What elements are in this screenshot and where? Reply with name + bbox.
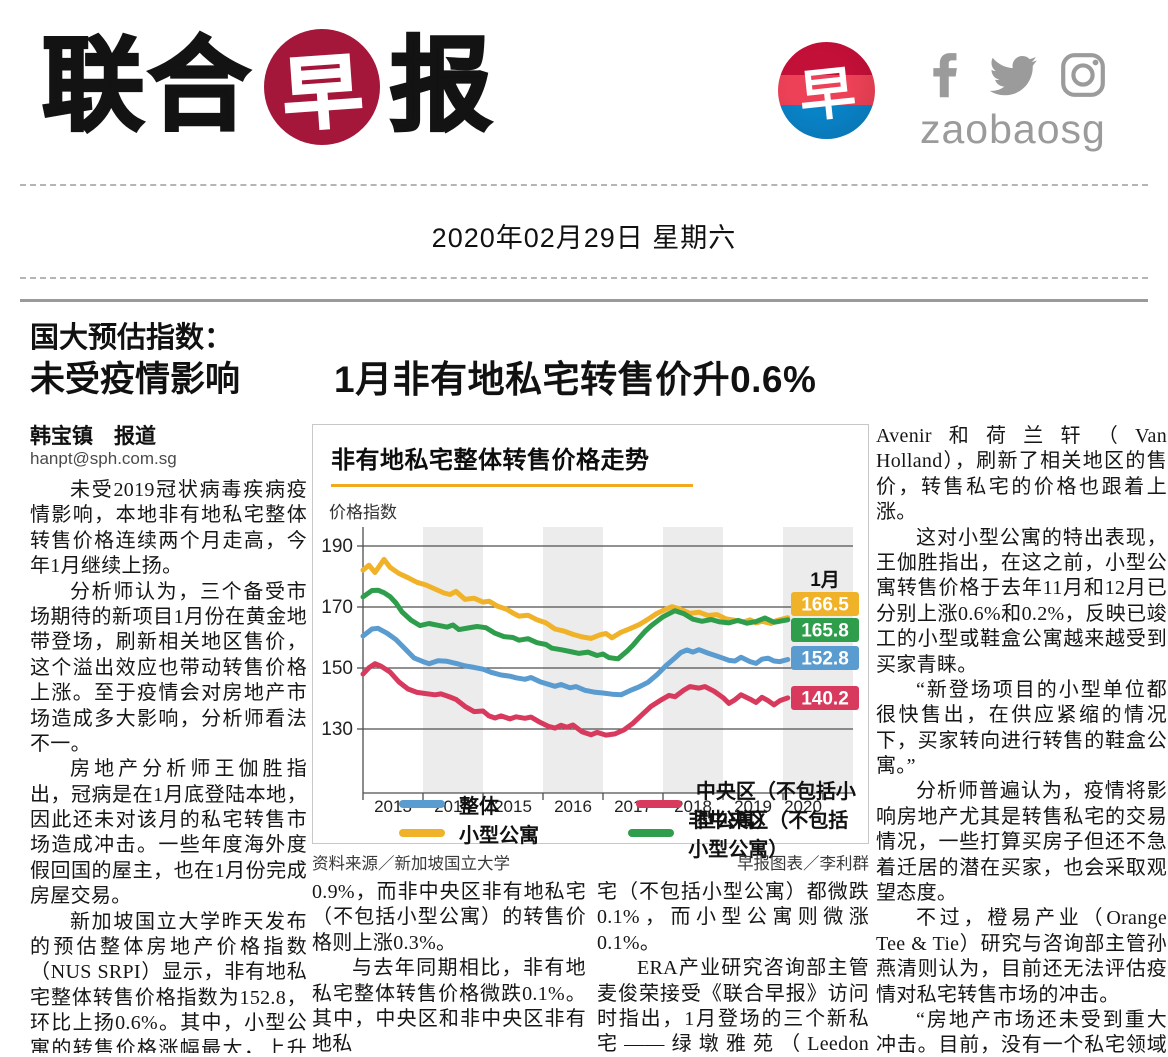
value-badge <box>791 686 859 710</box>
page-title: 1月非有地私宅转售价升0.6% <box>334 359 817 400</box>
article-column-left: 未受2019冠状病毒疾病疫情影响，本地非有地私宅整体转售价格连续两个月走高，今年… <box>30 478 307 1053</box>
x-tick-label: 2019 <box>734 797 772 816</box>
legend-label: 非中央区（不包括小型公寓） <box>688 810 849 861</box>
x-tick-label: 2018 <box>674 797 712 816</box>
logo-text-pre: 联合 <box>41 26 254 147</box>
chart-legend: 整体 中央区（不包括小型公寓） 小型公寓 非中央区（不包括小型公寓） <box>313 781 868 861</box>
chart-y-axis-label: 价格指数 <box>329 503 397 522</box>
y-tick-label: 150 <box>321 658 353 679</box>
app-icon-char: 早 <box>795 60 859 131</box>
article-column-mid2: 宅（不包括小型公寓）都微跌0.1%，而小型公寓则微涨0.1%。 ERA产业研究咨询… <box>597 880 869 1052</box>
chart-year-band <box>543 527 603 793</box>
value-badge-text: 152.8 <box>801 649 849 670</box>
byline-author: 韩宝镇 报道 <box>30 425 156 448</box>
paragraph: 未受2019冠状病毒疾病疫情影响，本地非有地私宅整体转售价格连续两个月走高，今年… <box>30 479 307 578</box>
x-tick-label: 2016 <box>554 797 592 816</box>
headline-sub: 未受疫情影响 <box>30 360 241 399</box>
dateline: 2020年02月29日 星期六 <box>431 223 737 253</box>
divider-solid <box>20 299 1148 302</box>
series-line <box>360 661 791 738</box>
legend-label: 中央区（不包括小型公寓） <box>695 781 856 832</box>
facebook-icon[interactable] <box>920 50 970 100</box>
logo-circle-char: 早 <box>278 43 366 143</box>
social-block: zaobaosg <box>920 50 1135 153</box>
series-line <box>360 556 791 641</box>
chart-source-right: 早报图表／李利群 <box>737 855 869 873</box>
x-tick-label: 2015 <box>494 797 532 816</box>
chart-panel: 非有地私宅整体转售价格走势 价格指数 190 170 150 130 2013 2014 2… <box>312 424 869 861</box>
value-badge-text: 166.5 <box>801 595 849 616</box>
x-tick-label: 2020 <box>784 797 822 816</box>
zaobao-app-icon: 早 <box>778 42 875 139</box>
paragraph: 不过，橙易产业（Orange Tee & Tie）研究与咨询部主管孙燕清则认为，… <box>876 907 1167 1006</box>
chart-year-band <box>423 527 483 793</box>
paragraph: 分析师认为，三个备受市场期待的新项目1月份在黄金地带登场，刷新相关地区售价，这个… <box>30 580 307 755</box>
end-label-title: 1月 <box>810 570 840 591</box>
chart-title: 非有地私宅整体转售价格走势 <box>331 447 650 474</box>
twitter-icon[interactable] <box>986 50 1042 100</box>
headline-kicker: 国大预估指数： <box>30 322 234 354</box>
divider-dashed-top <box>20 184 1148 186</box>
value-badge-text: 165.8 <box>801 621 849 642</box>
y-tick-label: 170 <box>321 597 353 618</box>
y-tick-label: 130 <box>321 719 353 740</box>
chart-title-underline <box>331 484 693 487</box>
legend-swatch <box>399 800 445 808</box>
series-line <box>360 587 791 662</box>
paragraph: ERA产业研究咨询部主管麦俊荣接受《联合早报》访问时指出，1月登场的三个新私宅—… <box>597 957 869 1052</box>
paragraph: 房地产分析师王伽胜指出，冠病是在1月底登陆本地，因此还未对该月的私宅转售市场造成… <box>30 758 307 908</box>
logo-text-post: 报 <box>389 26 496 147</box>
paragraph: 新加坡国立大学昨天发布的预估整体房地产价格指数（NUS SRPI）显示，非有地私… <box>30 910 307 1053</box>
paragraph: 0.9%，而非中央区非有地私宅（不包括小型公寓）的转售价格则上涨0.3%。 <box>312 881 586 954</box>
legend-swatch <box>635 800 682 808</box>
y-tick-label: 190 <box>321 536 353 557</box>
legend-item: 中央区（不包括小型公寓） <box>635 775 868 833</box>
logo-red-circle: 早 <box>264 28 380 145</box>
article-column-mid1: 0.9%，而非中央区非有地私宅（不包括小型公寓）的转售价格则上涨0.3%。 与去年… <box>312 880 586 1052</box>
legend-item: 非中央区（不包括小型公寓） <box>628 804 868 862</box>
paragraph: Avenir和荷兰轩（Van Holland），刷新了相关地区的售价，转售私宅的… <box>876 425 1167 524</box>
byline-email[interactable]: hanpt@sph.com.sg <box>30 449 177 468</box>
article-column-right: Avenir和荷兰轩（Van Holland），刷新了相关地区的售价，转售私宅的… <box>876 424 1167 1054</box>
legend-swatch <box>628 829 675 837</box>
value-badge <box>791 618 859 642</box>
social-handle: zaobaosg <box>920 106 1106 152</box>
value-badge-text: 140.2 <box>801 689 849 710</box>
chart-source-left: 资料来源／新加坡国立大学 <box>312 855 510 873</box>
paragraph: “房地产市场还未受到重大冲击。目前，没有一个私宅领域直接受到冠病影响，许多近期新… <box>876 1008 1167 1054</box>
legend-item: 小型公寓 <box>399 819 628 848</box>
instagram-icon[interactable] <box>1058 50 1108 100</box>
value-badge <box>791 646 859 670</box>
masthead-logo[interactable]: 联合 早 报 <box>41 26 496 147</box>
legend-swatch <box>399 829 445 837</box>
paragraph: 与去年同期相比，非有地私宅整体转售价格微跌0.1%。其中，中央区和非中央区非有地… <box>312 957 586 1052</box>
series-line <box>360 625 791 698</box>
divider-dashed-bottom <box>20 277 1148 279</box>
legend-item: 整体 <box>399 790 636 819</box>
legend-label: 整体 <box>459 795 499 818</box>
paragraph: 宅（不包括小型公寓）都微跌0.1%，而小型公寓则微涨0.1%。 <box>597 881 869 954</box>
paragraph: “新登场项目的小型单位都很快售出，在供应紧缩的情况下，买家转向进行转售的鞋盒公寓… <box>876 678 1167 778</box>
value-badge <box>791 592 859 616</box>
paragraph: 这对小型公寓的特出表现，王伽胜指出，在这之前，小型公寓转售价格于去年11月和12… <box>876 526 1167 676</box>
legend-label: 小型公寓 <box>459 824 539 847</box>
paragraph: 分析师普遍认为，疫情将影响房地产尤其是转售私宅的交易情况，一些打算买房子但还不急… <box>876 780 1167 905</box>
